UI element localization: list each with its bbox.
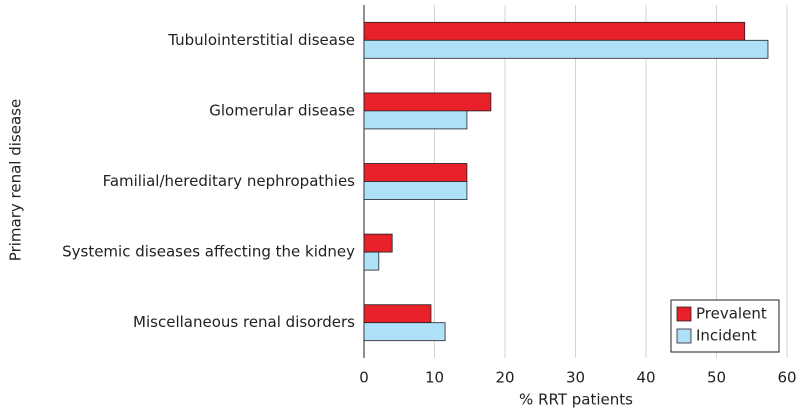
- y-axis-label: Primary renal disease: [7, 99, 25, 261]
- y-tick-label: Familial/hereditary nephropathies: [103, 172, 356, 190]
- x-tick-label: 0: [359, 369, 369, 387]
- bar: [363, 181, 468, 200]
- legend-label: Incident: [696, 327, 757, 345]
- bar: [363, 233, 393, 253]
- bar: [363, 21, 746, 41]
- legend-swatch: [676, 306, 692, 322]
- bar: [363, 110, 468, 130]
- bar: [363, 251, 380, 271]
- bar: [363, 39, 769, 59]
- y-tick-label: Miscellaneous renal disorders: [133, 313, 355, 331]
- y-tick-label: Tubulointerstitial disease: [167, 31, 355, 49]
- legend-swatch: [676, 328, 692, 344]
- bar: [363, 322, 446, 342]
- x-tick-label: 30: [566, 369, 585, 387]
- x-axis-label: % RRT patients: [519, 391, 633, 409]
- bar: [363, 163, 468, 182]
- bar: [363, 92, 492, 112]
- y-tick-label: Systemic diseases affecting the kidney: [62, 243, 355, 261]
- x-tick-label: 60: [777, 369, 796, 387]
- x-tick-label: 20: [495, 369, 514, 387]
- legend-label: Prevalent: [696, 305, 767, 323]
- x-tick-label: 40: [636, 369, 655, 387]
- x-tick-label: 50: [707, 369, 726, 387]
- y-tick-label: Glomerular disease: [209, 101, 355, 119]
- bar: [363, 304, 432, 324]
- x-tick-label: 10: [425, 369, 444, 387]
